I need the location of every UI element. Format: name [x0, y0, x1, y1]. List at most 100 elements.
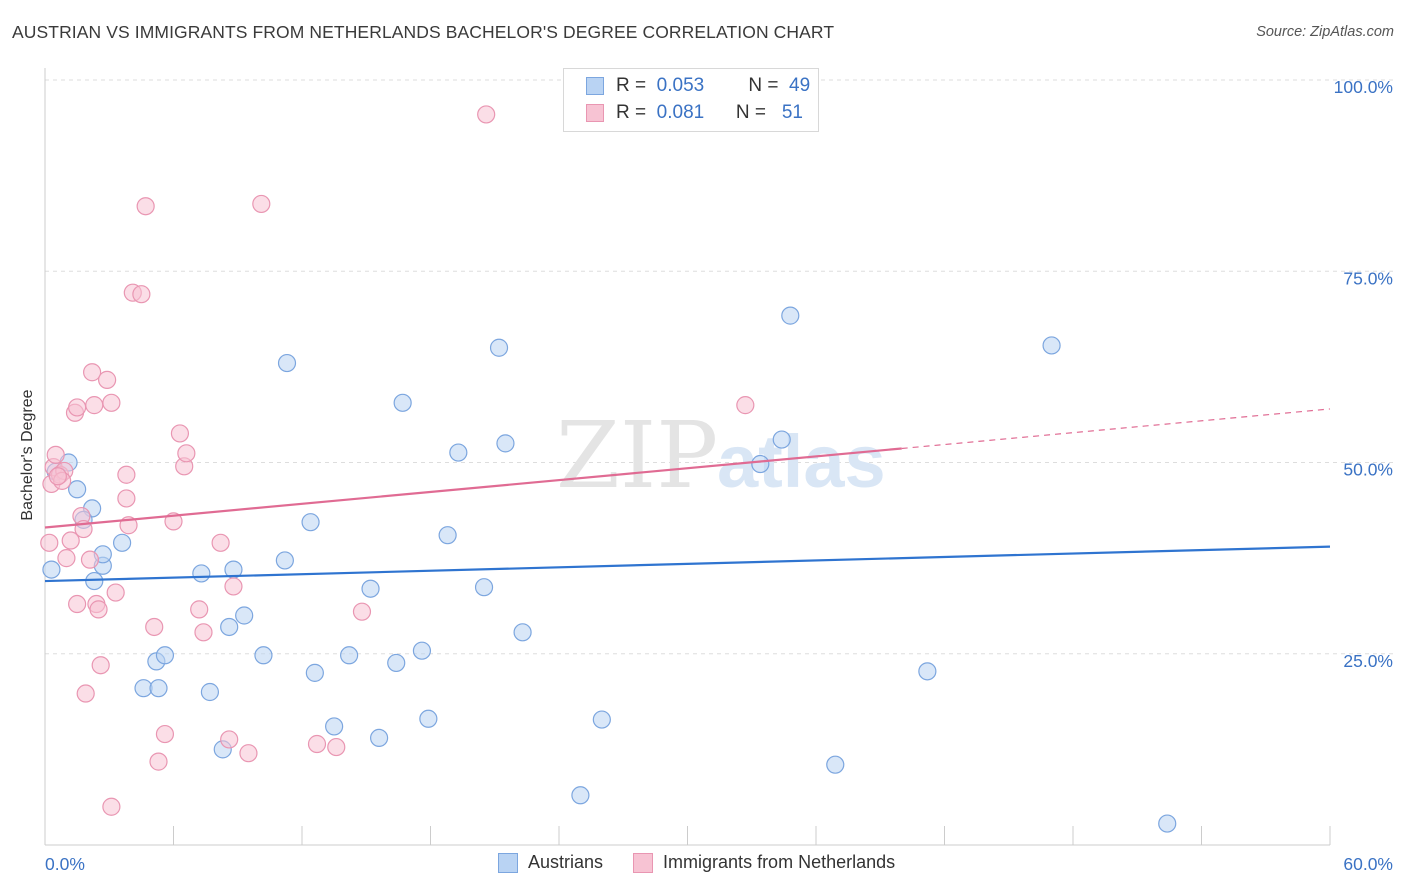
point-austrians: [449, 443, 468, 462]
point-netherlands: [352, 602, 372, 621]
point-austrians: [42, 560, 61, 579]
legend-row-austrians: R = 0.053 N = 49: [586, 74, 810, 98]
point-netherlands: [89, 600, 108, 619]
point-netherlands: [224, 577, 243, 596]
chart-title: AUSTRIAN VS IMMIGRANTS FROM NETHERLANDS …: [12, 22, 835, 42]
y-tick-label: 100.0%: [1334, 77, 1393, 97]
point-austrians: [489, 338, 509, 357]
series-legend: Austrians Immigrants from Netherlands: [498, 852, 925, 873]
point-netherlands: [91, 656, 110, 675]
point-austrians: [513, 623, 532, 642]
point-austrians: [340, 646, 359, 665]
point-netherlands: [190, 600, 209, 619]
point-netherlands: [40, 533, 59, 552]
point-austrians: [772, 430, 791, 449]
legend-swatch-blue: [586, 77, 604, 95]
stats-legend: R = 0.053 N = 49 R = 0.081 N = 51: [563, 68, 819, 132]
x-tick-label: 0.0%: [45, 854, 85, 874]
point-netherlands: [80, 550, 100, 569]
series-swatch-pink: [633, 852, 654, 873]
grid-layer: [45, 79, 1395, 655]
point-netherlands: [307, 734, 327, 754]
legend-r-value: 0.081: [656, 102, 705, 123]
watermark: ZIP atlas: [556, 402, 886, 509]
series-label: Austrians: [528, 852, 604, 872]
point-netherlands: [68, 594, 87, 614]
trend-line-dashed-1: [901, 408, 1331, 450]
legend-swatch-pink: [586, 104, 604, 122]
legend-r-value: 0.053: [656, 75, 705, 96]
legend-row-netherlands: R = 0.081 N = 51: [586, 101, 803, 125]
point-netherlands: [736, 396, 755, 415]
point-netherlands: [136, 197, 155, 216]
series-swatch-blue: [498, 852, 518, 873]
point-austrians: [1042, 336, 1061, 355]
y-tick-label: 50.0%: [1343, 460, 1393, 480]
point-netherlands: [327, 737, 346, 757]
point-austrians: [826, 755, 845, 774]
point-austrians: [149, 679, 168, 698]
point-austrians: [85, 571, 104, 591]
series-label: Immigrants from Netherlands: [663, 852, 896, 872]
point-netherlands: [46, 445, 65, 464]
point-austrians: [412, 641, 432, 660]
point-netherlands: [117, 465, 136, 484]
watermark-zip: ZIP: [556, 402, 718, 509]
point-netherlands: [85, 396, 104, 415]
point-austrians: [325, 717, 344, 736]
point-austrians: [305, 663, 324, 682]
axis-layer: [44, 68, 1331, 846]
point-netherlands: [220, 730, 239, 749]
point-austrians: [361, 579, 380, 598]
point-netherlands: [177, 444, 196, 463]
point-netherlands: [61, 531, 80, 550]
y-tick-label: 75.0%: [1343, 268, 1393, 288]
point-austrians: [781, 306, 800, 325]
label-layer: 25.0% 50.0% 75.0% 100.0% 0.0% 60.0%: [45, 77, 1393, 874]
point-netherlands: [132, 285, 151, 304]
point-netherlands: [117, 489, 136, 508]
point-netherlands: [145, 617, 164, 637]
point-austrians: [220, 617, 239, 637]
point-austrians: [496, 434, 515, 453]
point-netherlands: [149, 752, 168, 771]
y-axis-title: Bachelor's Degree: [19, 389, 36, 521]
legend-r-label: R =: [616, 102, 647, 123]
legend-n-label: N =: [735, 102, 767, 123]
trend-line-1: [44, 447, 902, 529]
point-austrians: [592, 710, 611, 729]
point-netherlands: [102, 393, 121, 412]
point-austrians: [235, 606, 254, 625]
point-austrians: [192, 564, 211, 583]
point-austrians: [155, 646, 175, 665]
point-austrians: [200, 682, 220, 702]
legend-n-label: N =: [748, 75, 779, 96]
point-austrians: [393, 393, 412, 412]
point-netherlands: [83, 363, 102, 382]
point-austrians: [419, 709, 438, 728]
trend-line-0: [44, 545, 1331, 583]
x-tick-label: 60.0%: [1343, 854, 1393, 874]
point-netherlands: [211, 533, 230, 552]
point-austrians: [571, 786, 590, 805]
point-austrians: [275, 551, 294, 570]
point-austrians: [918, 662, 937, 681]
point-netherlands: [194, 623, 213, 642]
legend-n-value: 49: [789, 75, 811, 96]
point-netherlands: [76, 684, 95, 703]
source-credit: Source: ZipAtlas.com: [1256, 24, 1394, 40]
series-legend-netherlands: Immigrants from Netherlands: [633, 852, 895, 873]
y-tick-label: 25.0%: [1343, 651, 1393, 671]
point-austrians: [387, 653, 406, 673]
point-austrians: [370, 728, 389, 748]
legend-n-value: 51: [781, 102, 803, 123]
point-austrians: [68, 480, 87, 499]
point-austrians: [277, 353, 297, 373]
series-legend-austrians: Austrians: [498, 852, 603, 873]
point-netherlands: [155, 724, 175, 744]
point-austrians: [301, 513, 320, 532]
point-austrians: [112, 533, 132, 552]
point-netherlands: [48, 467, 67, 486]
points-layer: [40, 70, 1177, 833]
